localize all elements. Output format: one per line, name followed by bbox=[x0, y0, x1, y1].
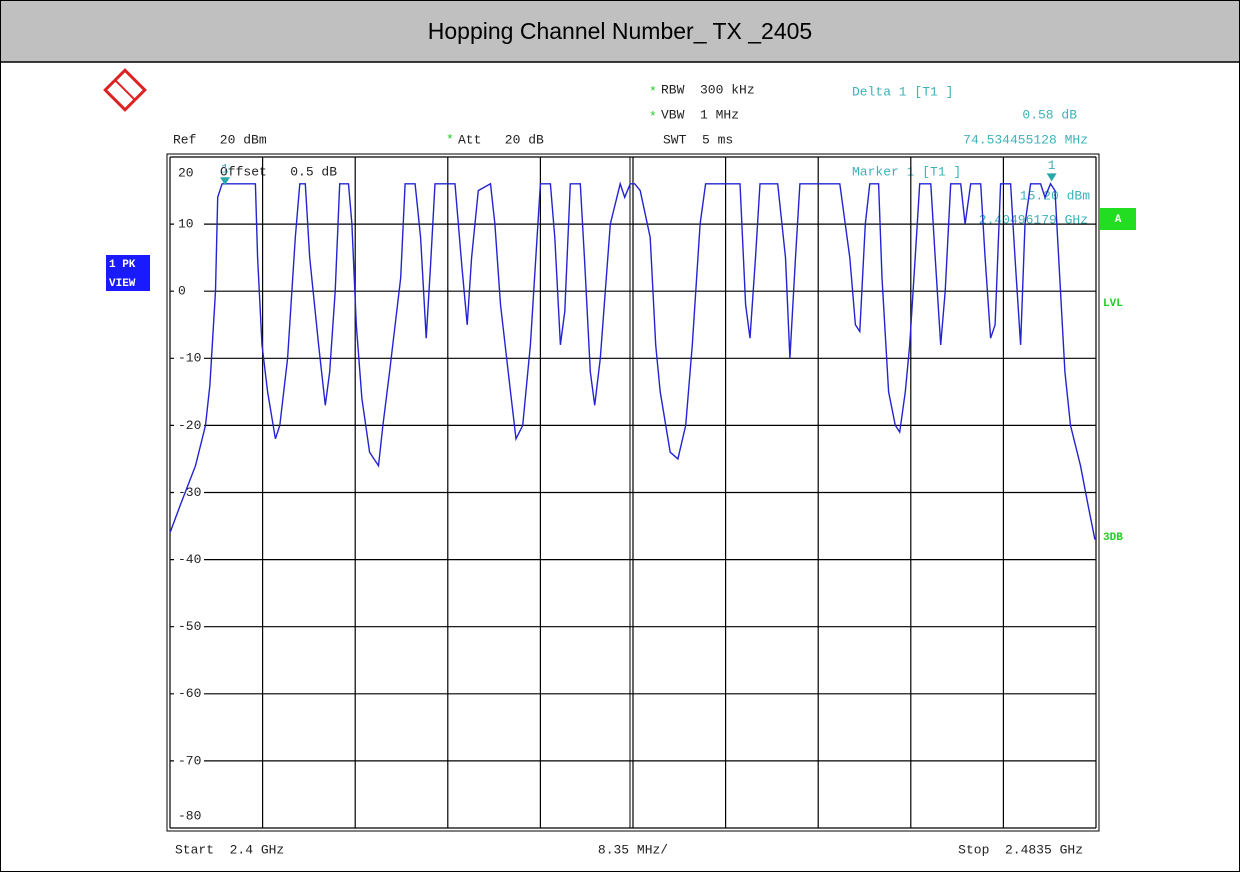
trace bbox=[169, 181, 1096, 540]
y-tick-label: -70 bbox=[178, 753, 201, 768]
start-freq: Start 2.4 GHz bbox=[175, 842, 284, 857]
tick-label-bg bbox=[174, 809, 204, 823]
delta-freq: 74.534455128 MHz bbox=[963, 132, 1088, 147]
y-tick-label: 0 bbox=[178, 284, 186, 299]
tick-label-bg bbox=[174, 686, 204, 701]
delta-title: Delta 1 [T1 ] bbox=[852, 84, 953, 99]
tick-label-bg bbox=[174, 284, 204, 299]
trace-box bbox=[106, 255, 150, 291]
y-tick-label: -20 bbox=[178, 418, 201, 433]
marker-triangle bbox=[1046, 173, 1057, 182]
marker-freq: 2.40496179 GHz bbox=[979, 212, 1088, 227]
screen-label: A bbox=[1115, 214, 1122, 226]
vbw-flag: * bbox=[649, 109, 657, 124]
stop-freq: Stop 2.4835 GHz bbox=[958, 842, 1083, 857]
tick-label-bg bbox=[174, 552, 204, 567]
side-3db: 3DB bbox=[1103, 532, 1123, 544]
tick-label-bg bbox=[174, 753, 204, 768]
title: Hopping Channel Number_ TX _2405 bbox=[428, 18, 812, 44]
tick-label-bg bbox=[174, 166, 204, 180]
att-flag: * bbox=[446, 132, 454, 147]
y-tick-label: 20 bbox=[178, 165, 194, 180]
screen-box bbox=[1100, 208, 1136, 230]
tick-label-bg bbox=[174, 485, 204, 500]
tick-label-bg bbox=[174, 351, 204, 366]
plot: 20 10 0 -10 -20 -30 -40 -50 -60 -70 -80 1 1 bbox=[169, 156, 1097, 829]
y-tick-label: -50 bbox=[178, 619, 201, 634]
plot-outer-frame bbox=[166, 153, 1100, 832]
y-tick-label: -40 bbox=[178, 552, 201, 567]
attenuation: Att 20 dB bbox=[458, 132, 544, 147]
y-tick-label: -60 bbox=[178, 686, 201, 701]
span-per-div: 8.35 MHz/ bbox=[598, 842, 668, 857]
trace-view: VIEW bbox=[109, 278, 136, 290]
tick-label-bg bbox=[174, 217, 204, 232]
marker-label: 1 bbox=[1048, 158, 1056, 173]
offset: Offset 0.5 dB bbox=[220, 164, 337, 179]
y-tick-label: -10 bbox=[178, 351, 201, 366]
side-lvl: LVL bbox=[1103, 298, 1123, 310]
y-tick-label: -30 bbox=[178, 485, 201, 500]
y-tick-label: -80 bbox=[178, 808, 201, 823]
rs-logo bbox=[103, 68, 147, 112]
marker-triangle bbox=[220, 177, 231, 186]
y-tick-label: 10 bbox=[178, 217, 194, 232]
rbw-flag: * bbox=[649, 84, 657, 99]
vbw: VBW 1 MHz bbox=[661, 107, 739, 122]
delta-level: 0.58 dB bbox=[1022, 107, 1077, 122]
sweep-time: SWT 5 ms bbox=[663, 132, 733, 147]
marker-label: 1 bbox=[221, 162, 229, 177]
rbw: RBW 300 kHz bbox=[661, 82, 755, 97]
tick-label-bg bbox=[174, 418, 204, 433]
marker-title: Marker 1 [T1 ] bbox=[852, 164, 961, 179]
title-bar bbox=[1, 1, 1239, 62]
tick-label-bg bbox=[174, 619, 204, 634]
trace-mode: 1 PK bbox=[109, 259, 136, 271]
ref-level: Ref 20 dBm bbox=[173, 132, 267, 147]
